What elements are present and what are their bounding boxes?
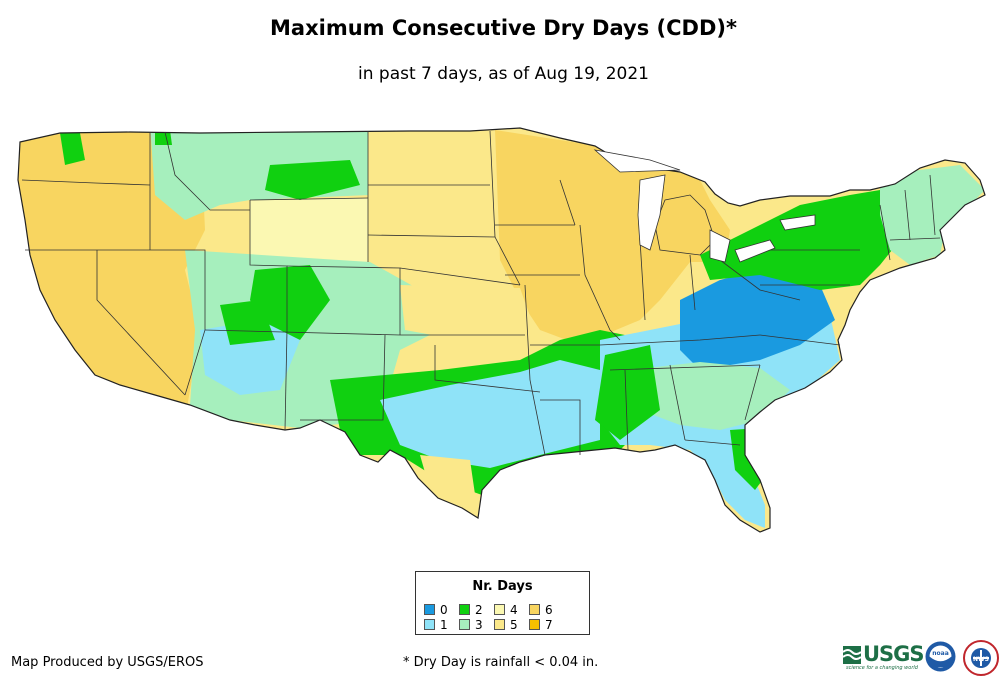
- legend-swatch-3: [459, 619, 470, 630]
- legend-label-3: 3: [475, 618, 483, 632]
- great-lakes: [593, 149, 816, 263]
- legend-label-5: 5: [510, 618, 518, 632]
- dry-days-fill: [18, 128, 985, 532]
- zone-appalachians-0: [680, 270, 835, 370]
- legend-swatch-0: [424, 604, 435, 615]
- legend-swatch-1: [424, 619, 435, 630]
- zone-kansas-5: [400, 285, 535, 340]
- legend-item-4: 4: [494, 604, 518, 617]
- nv-east-border: [150, 249, 206, 396]
- ny-vt-border: [879, 204, 891, 261]
- zone-upper-midwest-6: [495, 130, 730, 345]
- il-in-border: [639, 239, 646, 321]
- ca-nv-border: [96, 250, 186, 396]
- legend-item-0: 0: [424, 604, 448, 617]
- legend-label-0: 0: [440, 603, 448, 617]
- sd-ne-border: [367, 234, 496, 238]
- ne-ks-border: [399, 267, 521, 286]
- mt-wy-border: [249, 197, 369, 201]
- ga-fl-border: [684, 439, 741, 446]
- il-west-border: [579, 224, 621, 341]
- usgs-logo: USGS science for a changing world: [843, 642, 925, 672]
- legend-label-6: 6: [545, 603, 553, 617]
- ok-tx-border: [434, 345, 541, 393]
- zone-northern-plains-5: [368, 130, 495, 262]
- usgs-tagline: science for a changing world: [846, 665, 918, 671]
- legend-label-1: 1: [440, 618, 448, 632]
- ms-al-border: [624, 369, 629, 451]
- zone-new-england-3: [880, 165, 985, 265]
- zone-glacier-2: [155, 130, 172, 145]
- noaa-wave: [929, 656, 952, 667]
- legend-swatch-6: [529, 604, 540, 615]
- legend-item-6: 6: [529, 604, 553, 617]
- state-boundaries: [21, 130, 941, 456]
- legend-item-3: 3: [459, 619, 483, 632]
- mo-ar-west-border: [524, 284, 546, 456]
- nws-text: NWS: [973, 656, 989, 663]
- wa-or-border: [21, 179, 151, 186]
- legend-label-7: 7: [545, 618, 553, 632]
- legend-item-7: 7: [529, 619, 553, 632]
- zone-northeast-2: [700, 190, 900, 290]
- zone-arizona-2: [220, 300, 275, 345]
- az-nm-border: [284, 329, 288, 431]
- zone-arizona-1: [200, 320, 300, 395]
- zone-wyoming-4: [250, 198, 370, 268]
- nws-logo: NWS: [963, 640, 999, 676]
- legend-label-4: 4: [510, 603, 518, 617]
- legend-swatch-7: [529, 619, 540, 630]
- lake-superior: [593, 149, 681, 173]
- ar-la-border: [540, 399, 581, 455]
- oh-wv-border: [719, 259, 801, 301]
- nws-cross: [973, 650, 989, 666]
- zone-south-texas-5: [420, 455, 478, 515]
- zone-montana-2: [265, 160, 360, 200]
- lake-ontario: [779, 214, 816, 231]
- four-corners-line: [204, 329, 401, 336]
- ky-tn-border: [599, 334, 761, 346]
- legend-swatch-2: [459, 604, 470, 615]
- zone-olympic-2: [60, 133, 85, 165]
- al-ga-border: [669, 364, 686, 441]
- mn-wi-border: [559, 179, 576, 226]
- legend-item-5: 5: [494, 619, 518, 632]
- zone-colorado-2: [250, 265, 330, 340]
- noaa-logo: noaa: [925, 641, 956, 672]
- map-credit: Map Produced by USGS/EROS: [11, 655, 204, 670]
- ma-south-border: [889, 237, 941, 241]
- legend-swatch-5: [494, 619, 505, 630]
- noaa-text: noaa: [932, 650, 949, 657]
- lake-michigan: [637, 174, 666, 251]
- map-subtitle: in past 7 days, as of Aug 19, 2021: [358, 64, 649, 84]
- zone-south-central-1: [380, 360, 600, 468]
- zone-georgia-3: [630, 362, 790, 430]
- tn-south-border: [609, 364, 761, 371]
- legend-swatch-4: [494, 604, 505, 615]
- map-footnote: * Dry Day is rainfall < 0.04 in.: [403, 655, 599, 670]
- legend-item-1: 1: [424, 619, 448, 632]
- usgs-wave-icon: [843, 646, 861, 664]
- ga-sc-border: [744, 364, 761, 421]
- map-title: Maximum Consecutive Dry Days (CDD)*: [270, 16, 737, 40]
- lake-huron: [709, 229, 731, 263]
- va-nc-border: [759, 334, 841, 346]
- id-mt-border: [164, 131, 250, 211]
- legend-title: Nr. Days: [472, 579, 533, 594]
- vt-nh-border: [904, 189, 911, 241]
- legend-label-2: 2: [475, 603, 483, 617]
- mn-dakota-border: [489, 130, 521, 286]
- nh-me-border: [929, 174, 936, 236]
- legend-item-2: 2: [459, 604, 483, 617]
- wy-ut-border: [249, 200, 288, 330]
- in-oh-border: [689, 254, 696, 311]
- usgs-wordmark: USGS: [863, 642, 925, 666]
- lake-erie: [734, 239, 776, 263]
- nm-tx-border: [300, 334, 386, 421]
